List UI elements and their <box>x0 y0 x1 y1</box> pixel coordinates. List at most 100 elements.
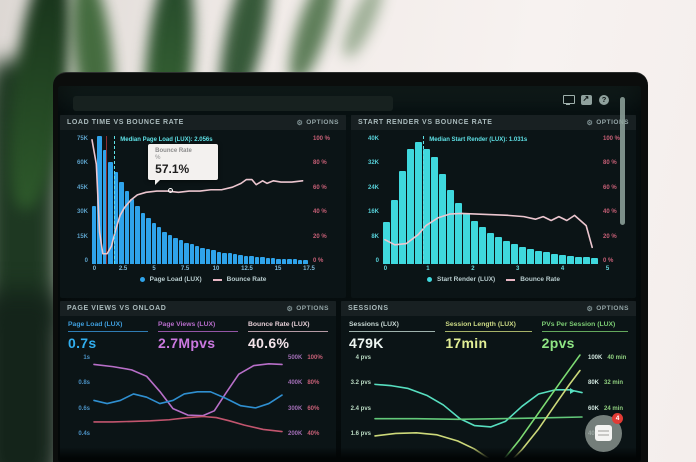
histogram-bar[interactable] <box>227 253 232 264</box>
histogram-bar[interactable] <box>407 148 414 264</box>
histogram-bar[interactable] <box>543 252 550 264</box>
histogram-bar[interactable] <box>391 200 398 264</box>
histogram-bar[interactable] <box>211 250 216 264</box>
histogram-bar[interactable] <box>463 212 470 264</box>
laptop: ? LOAD TIME VS BOUNCE RATE ⚙ OPTIONS 75K… <box>53 72 648 462</box>
histogram-bar[interactable] <box>551 253 558 264</box>
histogram-bar[interactable] <box>447 190 454 264</box>
histogram-bar[interactable] <box>559 254 566 264</box>
histogram-bar[interactable] <box>276 258 281 264</box>
histogram-bar[interactable] <box>92 205 97 264</box>
display-icon[interactable] <box>563 95 575 105</box>
histogram-bar[interactable] <box>249 256 254 264</box>
chart-area: 1s 0.8s 0.6s 0.4s 500K 100% 400K 80% 300K 60% 200… <box>60 353 336 451</box>
dashboard-screen: ? LOAD TIME VS BOUNCE RATE ⚙ OPTIONS 75K… <box>58 86 641 462</box>
histogram-bar[interactable] <box>265 257 270 264</box>
histogram-bar[interactable] <box>298 259 303 264</box>
histogram-bar[interactable] <box>216 251 222 264</box>
histogram-bar[interactable] <box>167 235 173 264</box>
histogram-bar[interactable] <box>479 227 486 264</box>
histogram-bar[interactable] <box>151 223 157 264</box>
histogram-bar[interactable] <box>146 217 151 264</box>
tick-label: 80K <box>588 380 600 387</box>
histogram-bar[interactable] <box>178 240 184 264</box>
series-line-Bounce Rate <box>385 213 592 247</box>
histogram-bar[interactable] <box>591 257 598 264</box>
histogram-bar[interactable] <box>270 258 276 264</box>
tick-label: 30K <box>76 209 88 216</box>
metric-label: PVs Per Session (LUX) <box>541 321 628 332</box>
tick-label: 40 min <box>607 355 627 361</box>
histogram-bar[interactable] <box>189 244 195 264</box>
help-icon[interactable]: ? <box>599 95 609 105</box>
tick-label: 500K <box>288 355 303 361</box>
histogram-bar[interactable] <box>287 259 292 264</box>
options-button[interactable]: ⚙ OPTIONS <box>586 305 629 313</box>
histogram-bar[interactable] <box>495 237 502 264</box>
histogram-bar[interactable] <box>260 257 265 264</box>
histogram-bar[interactable] <box>415 142 422 264</box>
histogram-bar[interactable] <box>254 256 260 264</box>
options-button[interactable]: ⚙ OPTIONS <box>296 119 339 127</box>
chat-widget-button[interactable]: 4 <box>585 413 623 452</box>
histogram-bar[interactable] <box>487 232 494 264</box>
histogram-bar[interactable] <box>108 161 113 264</box>
tick-label: 15 <box>274 266 282 272</box>
histogram-bar[interactable] <box>119 182 124 264</box>
metric-label: Bounce Rate (LUX) <box>248 321 328 332</box>
histogram-bar[interactable] <box>157 227 162 264</box>
histogram-bar[interactable] <box>575 256 582 264</box>
histogram-bar[interactable] <box>431 156 438 264</box>
histogram-bar[interactable] <box>200 247 205 264</box>
tick-label: 60 % <box>603 184 617 191</box>
legend-line-icon <box>506 278 516 281</box>
histogram-bar[interactable] <box>503 240 510 264</box>
histogram-bar[interactable] <box>511 244 518 264</box>
histogram-bar[interactable] <box>281 258 287 264</box>
histogram-bar[interactable] <box>243 255 249 264</box>
histogram-bar[interactable] <box>535 250 542 264</box>
histogram-bar[interactable] <box>195 246 200 264</box>
histogram-bar[interactable] <box>303 259 308 264</box>
metric-value: 2.7Mpvs <box>158 335 216 351</box>
histogram-bar[interactable] <box>583 257 590 264</box>
histogram-bar[interactable] <box>162 231 167 264</box>
histogram-bar[interactable] <box>140 212 146 264</box>
histogram-bar[interactable] <box>205 249 211 264</box>
histogram-bar[interactable] <box>519 246 526 264</box>
histogram-bar[interactable] <box>97 136 102 264</box>
histogram-bar[interactable] <box>471 220 478 264</box>
histogram-bar[interactable] <box>292 259 298 264</box>
histogram-bar[interactable] <box>124 190 129 264</box>
histogram-bar[interactable] <box>113 171 119 264</box>
histogram-bar[interactable] <box>135 205 140 264</box>
panel-title: PAGE VIEWS VS ONLOAD <box>67 305 167 312</box>
histogram-bar[interactable] <box>455 203 462 264</box>
histogram-bar[interactable] <box>399 171 406 264</box>
histogram-bar[interactable] <box>383 222 390 264</box>
scrollbar[interactable] <box>620 97 625 225</box>
metric-bounce-rate: Bounce Rate (LUX) 40.6% <box>248 321 328 351</box>
tick-label: 80 % <box>603 160 617 167</box>
histogram-bar[interactable] <box>173 237 178 264</box>
histogram-bar[interactable] <box>527 248 534 264</box>
gear-icon: ⚙ <box>586 305 594 313</box>
histogram-bar[interactable] <box>129 199 135 264</box>
panel-load-time: LOAD TIME VS BOUNCE RATE ⚙ OPTIONS 75K 60… <box>60 115 346 298</box>
histogram-bar[interactable] <box>102 149 108 264</box>
options-button[interactable]: ⚙ OPTIONS <box>286 305 329 313</box>
legend-line-icon <box>212 278 222 281</box>
histogram-bar[interactable] <box>184 242 189 264</box>
tick-label: 16K <box>367 209 379 216</box>
histogram-bar[interactable] <box>423 148 430 264</box>
share-icon[interactable] <box>581 94 592 105</box>
options-button[interactable]: ⚙ OPTIONS <box>586 119 629 127</box>
histogram-bar[interactable] <box>439 174 446 264</box>
address-bar[interactable] <box>73 96 393 111</box>
histogram-bar[interactable] <box>222 252 227 264</box>
histogram-bar[interactable] <box>567 255 574 264</box>
tick-label: 2 <box>471 266 475 272</box>
histogram-bar[interactable] <box>232 254 238 264</box>
histogram-bar[interactable] <box>238 254 243 264</box>
tick-label: 0 <box>383 266 388 272</box>
